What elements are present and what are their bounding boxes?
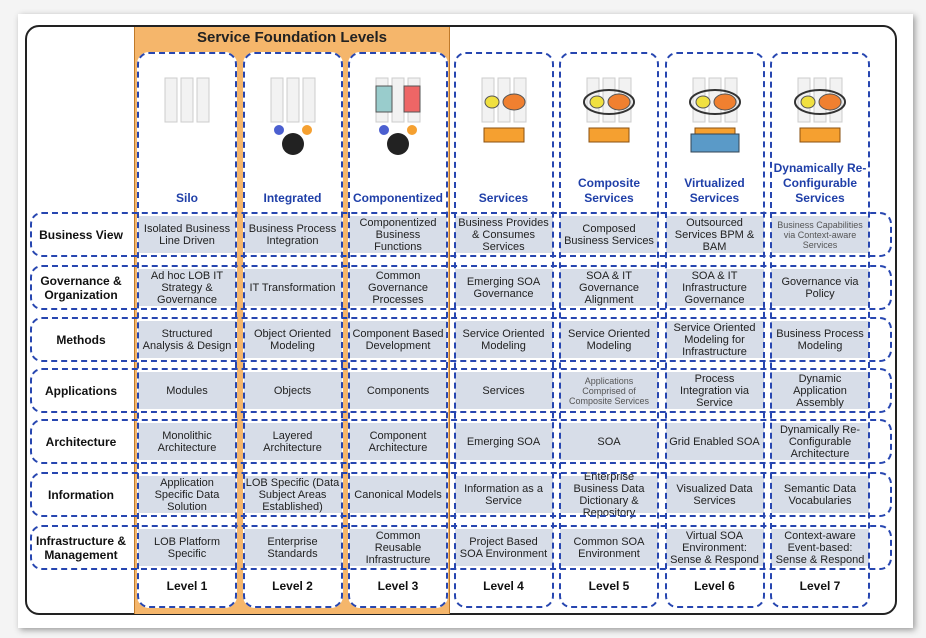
cell: Grid Enabled SOA (665, 423, 764, 460)
icon (370, 72, 426, 162)
cell: Object Oriented Modeling (243, 321, 342, 358)
cell: Business Process Integration (243, 216, 342, 253)
icon-svg (481, 77, 526, 143)
cell: Component Architecture (349, 423, 447, 460)
icon-svg (164, 77, 210, 123)
column-name: Virtualized Services (684, 176, 745, 205)
column-box (137, 52, 237, 608)
cell: Objects (243, 372, 342, 409)
level-label: Level 4 (483, 579, 524, 593)
column-box (559, 52, 659, 608)
level-label: Level 3 (377, 579, 419, 593)
icon-svg (583, 77, 635, 143)
icon (265, 72, 321, 162)
icon (792, 72, 848, 162)
cell: Dynamic Application Assembly (771, 372, 869, 409)
icon-svg (688, 77, 741, 153)
cell: Context-aware Event-based: Sense & Respo… (771, 529, 869, 566)
cell: Enterprise Standards (243, 529, 342, 566)
cell: Outsourced Services BPM & BAM (665, 216, 764, 253)
row-box (30, 368, 892, 413)
level-label: Level 5 (588, 579, 630, 593)
column-box (664, 52, 765, 608)
row-label: Business View (39, 227, 123, 242)
level-label: Level 7 (799, 579, 841, 593)
cell: IT Transformation (243, 269, 342, 306)
cell: SOA & IT Infrastructure Governance (665, 269, 764, 306)
cell: Componentized Business Functions (349, 216, 447, 253)
cell: Monolithic Architecture (138, 423, 236, 460)
cell: Applications Comprised of Composite Serv… (560, 372, 658, 409)
icon (476, 72, 532, 162)
cell: Layered Architecture (243, 423, 342, 460)
cell: Governance via Policy (771, 269, 869, 306)
cell: Modules (138, 372, 236, 409)
column-name: Dynamically Re-Configurable Services (773, 161, 867, 205)
column-box (242, 52, 343, 608)
column-name: Composite Services (577, 176, 640, 205)
cell: SOA (560, 423, 658, 460)
cell: Business Provides & Consumes Services (454, 216, 553, 253)
cell: Virtual SOA Environment: Sense & Respond (665, 529, 764, 566)
cell: Common Governance Processes (349, 269, 447, 306)
cell: Common Reusable Infrastructure (349, 529, 447, 566)
cell: Emerging SOA (454, 423, 553, 460)
cell: Business Process Modeling (771, 321, 869, 358)
row-label: Infrastructure & Management (35, 533, 127, 562)
column-box (453, 52, 554, 608)
cell: Dynamically Re-Configurable Architecture (771, 423, 869, 460)
cell: Common SOA Environment (560, 529, 658, 566)
row-label: Applications (44, 383, 117, 398)
column-name: Componentized (353, 191, 443, 205)
cell: Project Based SOA Environment (454, 529, 553, 566)
cell: Isolated Business Line Driven (138, 216, 236, 253)
row-box (30, 265, 892, 310)
cell: Process Integration via Service (665, 372, 764, 409)
cell: Business Capabilities via Context-aware … (771, 216, 869, 253)
title: Service Foundation Levels (196, 29, 388, 46)
cell: Components (349, 372, 447, 409)
icon (581, 72, 637, 162)
cell: Service Oriented Modeling (560, 321, 658, 358)
icon-svg (794, 77, 846, 143)
cell: Service Oriented Modeling (454, 321, 553, 358)
cell: Visualized Data Services (665, 476, 764, 513)
level-label: Level 2 (272, 579, 313, 593)
level-label: Level 6 (694, 579, 735, 593)
icon-svg (270, 77, 315, 155)
cell: Service Oriented Modeling for Infrastruc… (665, 321, 764, 358)
row-box (30, 419, 892, 464)
cell: Services (454, 372, 553, 409)
cell: Component Based Development (349, 321, 447, 358)
level-label: Level 1 (166, 579, 208, 593)
icon (159, 72, 215, 162)
cell: Application Specific Data Solution (138, 476, 236, 513)
row-label: Methods (56, 332, 106, 347)
row-label: Governance & Organization (40, 273, 122, 302)
cell: Structured Analysis & Design (138, 321, 236, 358)
row-box (30, 212, 892, 257)
cell: LOB Specific (Data Subject Areas Establi… (243, 476, 342, 513)
row-box (30, 472, 892, 517)
cell: SOA & IT Governance Alignment (560, 269, 658, 306)
column-box (770, 52, 870, 608)
row-label: Information (48, 487, 114, 502)
cell: Emerging SOA Governance (454, 269, 553, 306)
cell: Information as a Service (454, 476, 553, 513)
row-box (30, 317, 892, 362)
column-name: Silo (175, 191, 198, 205)
row-label: Architecture (45, 434, 117, 449)
cell: Semantic Data Vocabularies (771, 476, 869, 513)
cell: Canonical Models (349, 476, 447, 513)
column-name: Integrated (263, 191, 322, 205)
row-box (30, 525, 892, 570)
cell: Ad hoc LOB IT Strategy & Governance (138, 269, 236, 306)
column-box (348, 52, 448, 608)
icon-svg (375, 77, 421, 155)
cell: Composed Business Services (560, 216, 658, 253)
cell: LOB Platform Specific (138, 529, 236, 566)
column-name: Services (478, 191, 529, 205)
icon (687, 72, 743, 162)
